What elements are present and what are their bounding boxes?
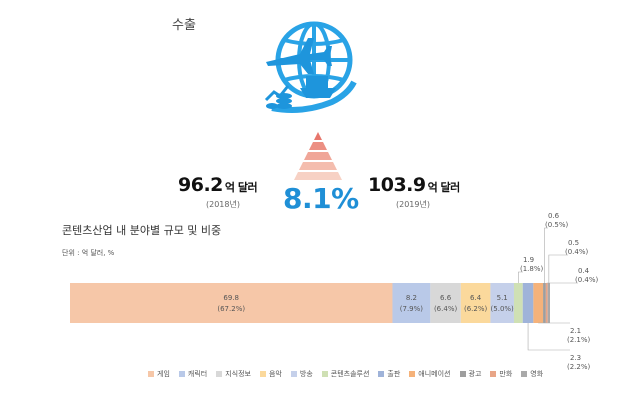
legend-swatch xyxy=(178,371,185,377)
year-2018-label: (2018년) xyxy=(206,200,240,209)
globe-plane-ship-icon xyxy=(264,21,357,113)
bar-segment-5 xyxy=(513,283,523,323)
legend-swatch xyxy=(321,371,328,377)
legend-item: 음악 xyxy=(259,369,282,379)
legend-swatch xyxy=(521,371,528,377)
bar-segment-2 xyxy=(430,283,461,323)
callout-line xyxy=(548,254,568,283)
growth-rate: 8.1% xyxy=(283,182,359,215)
callout-value-label: 0.6 xyxy=(548,212,560,220)
bar-segment-8 xyxy=(543,283,546,323)
legend-label: 만화 xyxy=(499,370,513,378)
callout-share-label: (2.2%) xyxy=(567,363,591,371)
callout-line xyxy=(544,227,548,283)
bar-segment-1 xyxy=(392,283,431,323)
legend-item: 캐릭터 xyxy=(178,369,208,379)
callout-line xyxy=(527,323,570,351)
segment-share-label: (6.4%) xyxy=(434,305,458,313)
bar-segment-4 xyxy=(490,283,514,323)
segment-share-label: (6.2%) xyxy=(464,305,488,313)
callout-line xyxy=(518,271,523,283)
legend-swatch xyxy=(148,371,154,377)
legend-label: 음악 xyxy=(268,370,282,378)
segment-value-label: 6.4 xyxy=(470,294,482,302)
legend-item: 광고 xyxy=(459,369,482,379)
callout-value-label: 0.5 xyxy=(568,239,579,247)
bar-segment-0 xyxy=(70,283,393,323)
value-2019: 103.9 억 달러 xyxy=(368,174,460,196)
year-2019-label: (2019년) xyxy=(396,200,430,209)
legend-item: 애니메이션 xyxy=(409,369,451,379)
callout-share-label: (0.4%) xyxy=(575,276,599,284)
legend-label: 애니메이션 xyxy=(418,370,451,378)
segment-value-label: 6.6 xyxy=(440,294,452,302)
legend-label: 게임 xyxy=(157,370,170,378)
segment-share-label: (7.9%) xyxy=(400,305,424,313)
bar-segment-10 xyxy=(547,283,550,323)
unit-label: 단위 : 억 달러, % xyxy=(62,249,115,257)
callout-value-label: 2.1 xyxy=(570,327,581,335)
legend-item: 만화 xyxy=(490,369,512,379)
legend-item: 방송 xyxy=(290,369,313,379)
legend-swatch xyxy=(490,371,497,377)
pyramid-icon xyxy=(294,132,342,180)
callout-share-label: (0.5%) xyxy=(545,221,569,229)
segment-share-label: (5.0%) xyxy=(491,305,515,313)
legend-item: 출판 xyxy=(378,369,400,379)
segment-value-label: 5.1 xyxy=(497,294,508,302)
bar-segment-7 xyxy=(533,283,544,323)
legend-label: 콘텐츠솔루션 xyxy=(330,370,370,378)
legend-label: 광고 xyxy=(468,370,482,378)
callout-value-label: 1.9 xyxy=(523,256,534,264)
bar-segment-3 xyxy=(460,283,491,323)
segment-value-label: 69.8 xyxy=(223,294,239,302)
legend-label: 출판 xyxy=(387,370,401,378)
legend-label: 지식정보 xyxy=(225,370,251,378)
legend-label: 방송 xyxy=(299,370,313,378)
chart-legend: 게임 캐릭터 지식정보 음악 방송 콘텐츠솔루션 출판 애니메이션 광고 만화 영화 xyxy=(148,369,543,379)
value-2018: 96.2 억 달러 xyxy=(178,174,258,196)
legend-swatch xyxy=(259,371,266,377)
callout-share-label: (1.8%) xyxy=(520,265,544,273)
legend-label: 영화 xyxy=(530,370,544,378)
legend-swatch xyxy=(216,371,223,377)
legend-item: 지식정보 xyxy=(216,369,251,379)
legend-swatch xyxy=(459,371,466,377)
section-label: 수출 xyxy=(172,18,196,33)
callout-share-label: (0.4%) xyxy=(565,248,589,256)
legend-swatch xyxy=(290,371,297,377)
bar-segment-6 xyxy=(522,283,534,323)
legend-swatch xyxy=(378,371,385,377)
callout-value-label: 2.3 xyxy=(570,354,581,362)
callout-value-label: 0.4 xyxy=(578,267,590,275)
segment-value-label: 8.2 xyxy=(406,294,417,302)
legend-item: 영화 xyxy=(521,369,543,379)
legend-label: 캐릭터 xyxy=(187,370,208,378)
segment-share-label: (67.2%) xyxy=(217,305,245,313)
legend-item: 게임 xyxy=(148,369,170,379)
callout-share-label: (2.1%) xyxy=(567,336,591,344)
legend-swatch xyxy=(409,371,416,377)
bar-segment-9 xyxy=(545,283,548,323)
chart-title: 콘텐츠산업 내 분야별 규모 및 비중 xyxy=(62,224,222,237)
legend-item: 콘텐츠솔루션 xyxy=(321,369,370,379)
